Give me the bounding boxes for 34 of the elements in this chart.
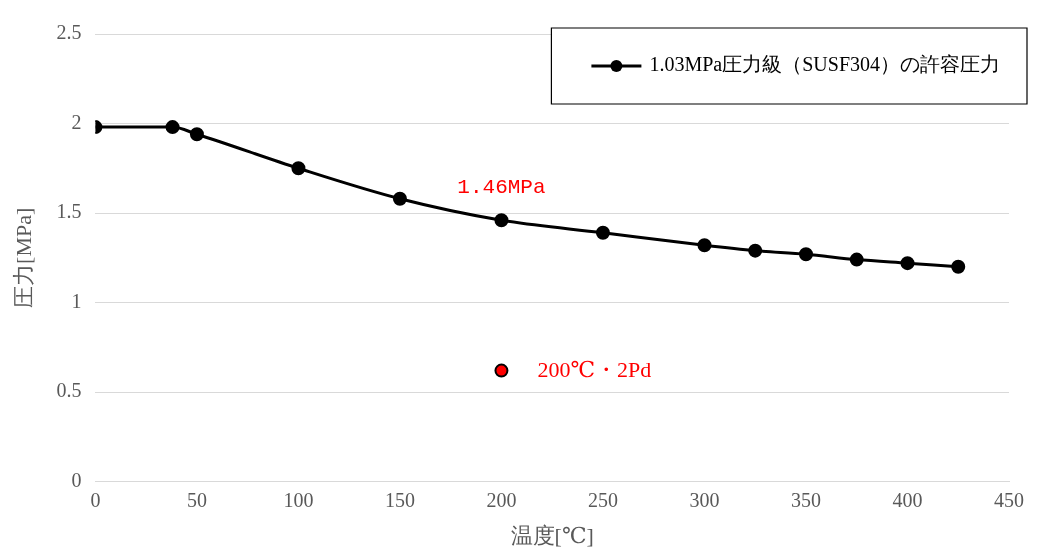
point — [849, 252, 864, 267]
y-tick-label: 2.5 — [56, 21, 82, 44]
x-tick-label: 100 — [283, 488, 314, 511]
x-tick-label: 250 — [587, 488, 618, 511]
point — [748, 243, 763, 258]
legend-label: 1.03MPa圧力級（SUSF304）の許容圧力 — [649, 53, 1001, 76]
point — [798, 247, 813, 262]
y-tick-label: 0.5 — [56, 379, 82, 402]
point — [392, 191, 407, 206]
y-axis-title: 圧力[MPa] — [10, 207, 36, 308]
point — [697, 238, 712, 253]
y-tick-label: 2 — [71, 110, 82, 133]
annotation: 1.46MPa — [457, 176, 546, 200]
point — [900, 256, 915, 271]
x-tick-label: 450 — [994, 488, 1024, 511]
annotation: 200℃・2Pd — [537, 357, 652, 383]
point — [595, 225, 610, 240]
x-tick-label: 350 — [790, 488, 821, 511]
point — [494, 363, 509, 378]
point — [291, 161, 306, 176]
point — [951, 259, 966, 274]
x-tick-label: 200 — [486, 488, 517, 511]
point — [165, 120, 180, 135]
x-tick-label: 400 — [892, 488, 923, 511]
y-tick-label: 1.5 — [56, 200, 82, 223]
x-axis-title: 温度[℃] — [510, 522, 594, 548]
y-tick-label: 1 — [71, 289, 82, 312]
point — [494, 213, 509, 228]
point — [189, 127, 204, 142]
x-tick-label: 0 — [90, 488, 101, 511]
x-tick-label: 50 — [186, 488, 207, 511]
y-tick-label: 0 — [71, 468, 82, 491]
x-tick-label: 150 — [384, 488, 415, 511]
x-tick-label: 300 — [689, 488, 720, 511]
